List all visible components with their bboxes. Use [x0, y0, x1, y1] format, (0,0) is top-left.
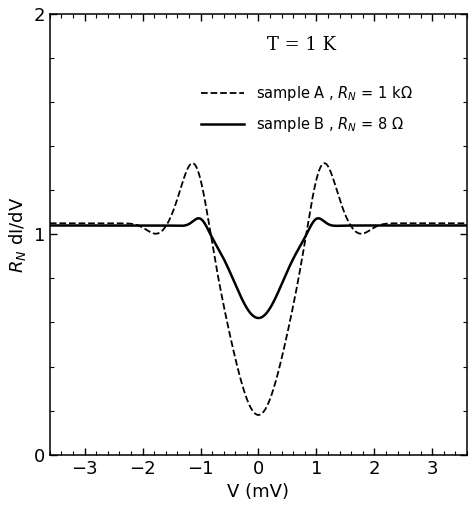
Legend: sample A , $R_N$ = 1 k$\Omega$, sample B , $R_N$ = 8 $\Omega$: sample A , $R_N$ = 1 k$\Omega$, sample B…: [195, 79, 419, 140]
Text: T = 1 K: T = 1 K: [267, 36, 336, 54]
Y-axis label: $R_N$ dI/dV: $R_N$ dI/dV: [7, 196, 28, 273]
X-axis label: V (mV): V (mV): [228, 483, 290, 501]
